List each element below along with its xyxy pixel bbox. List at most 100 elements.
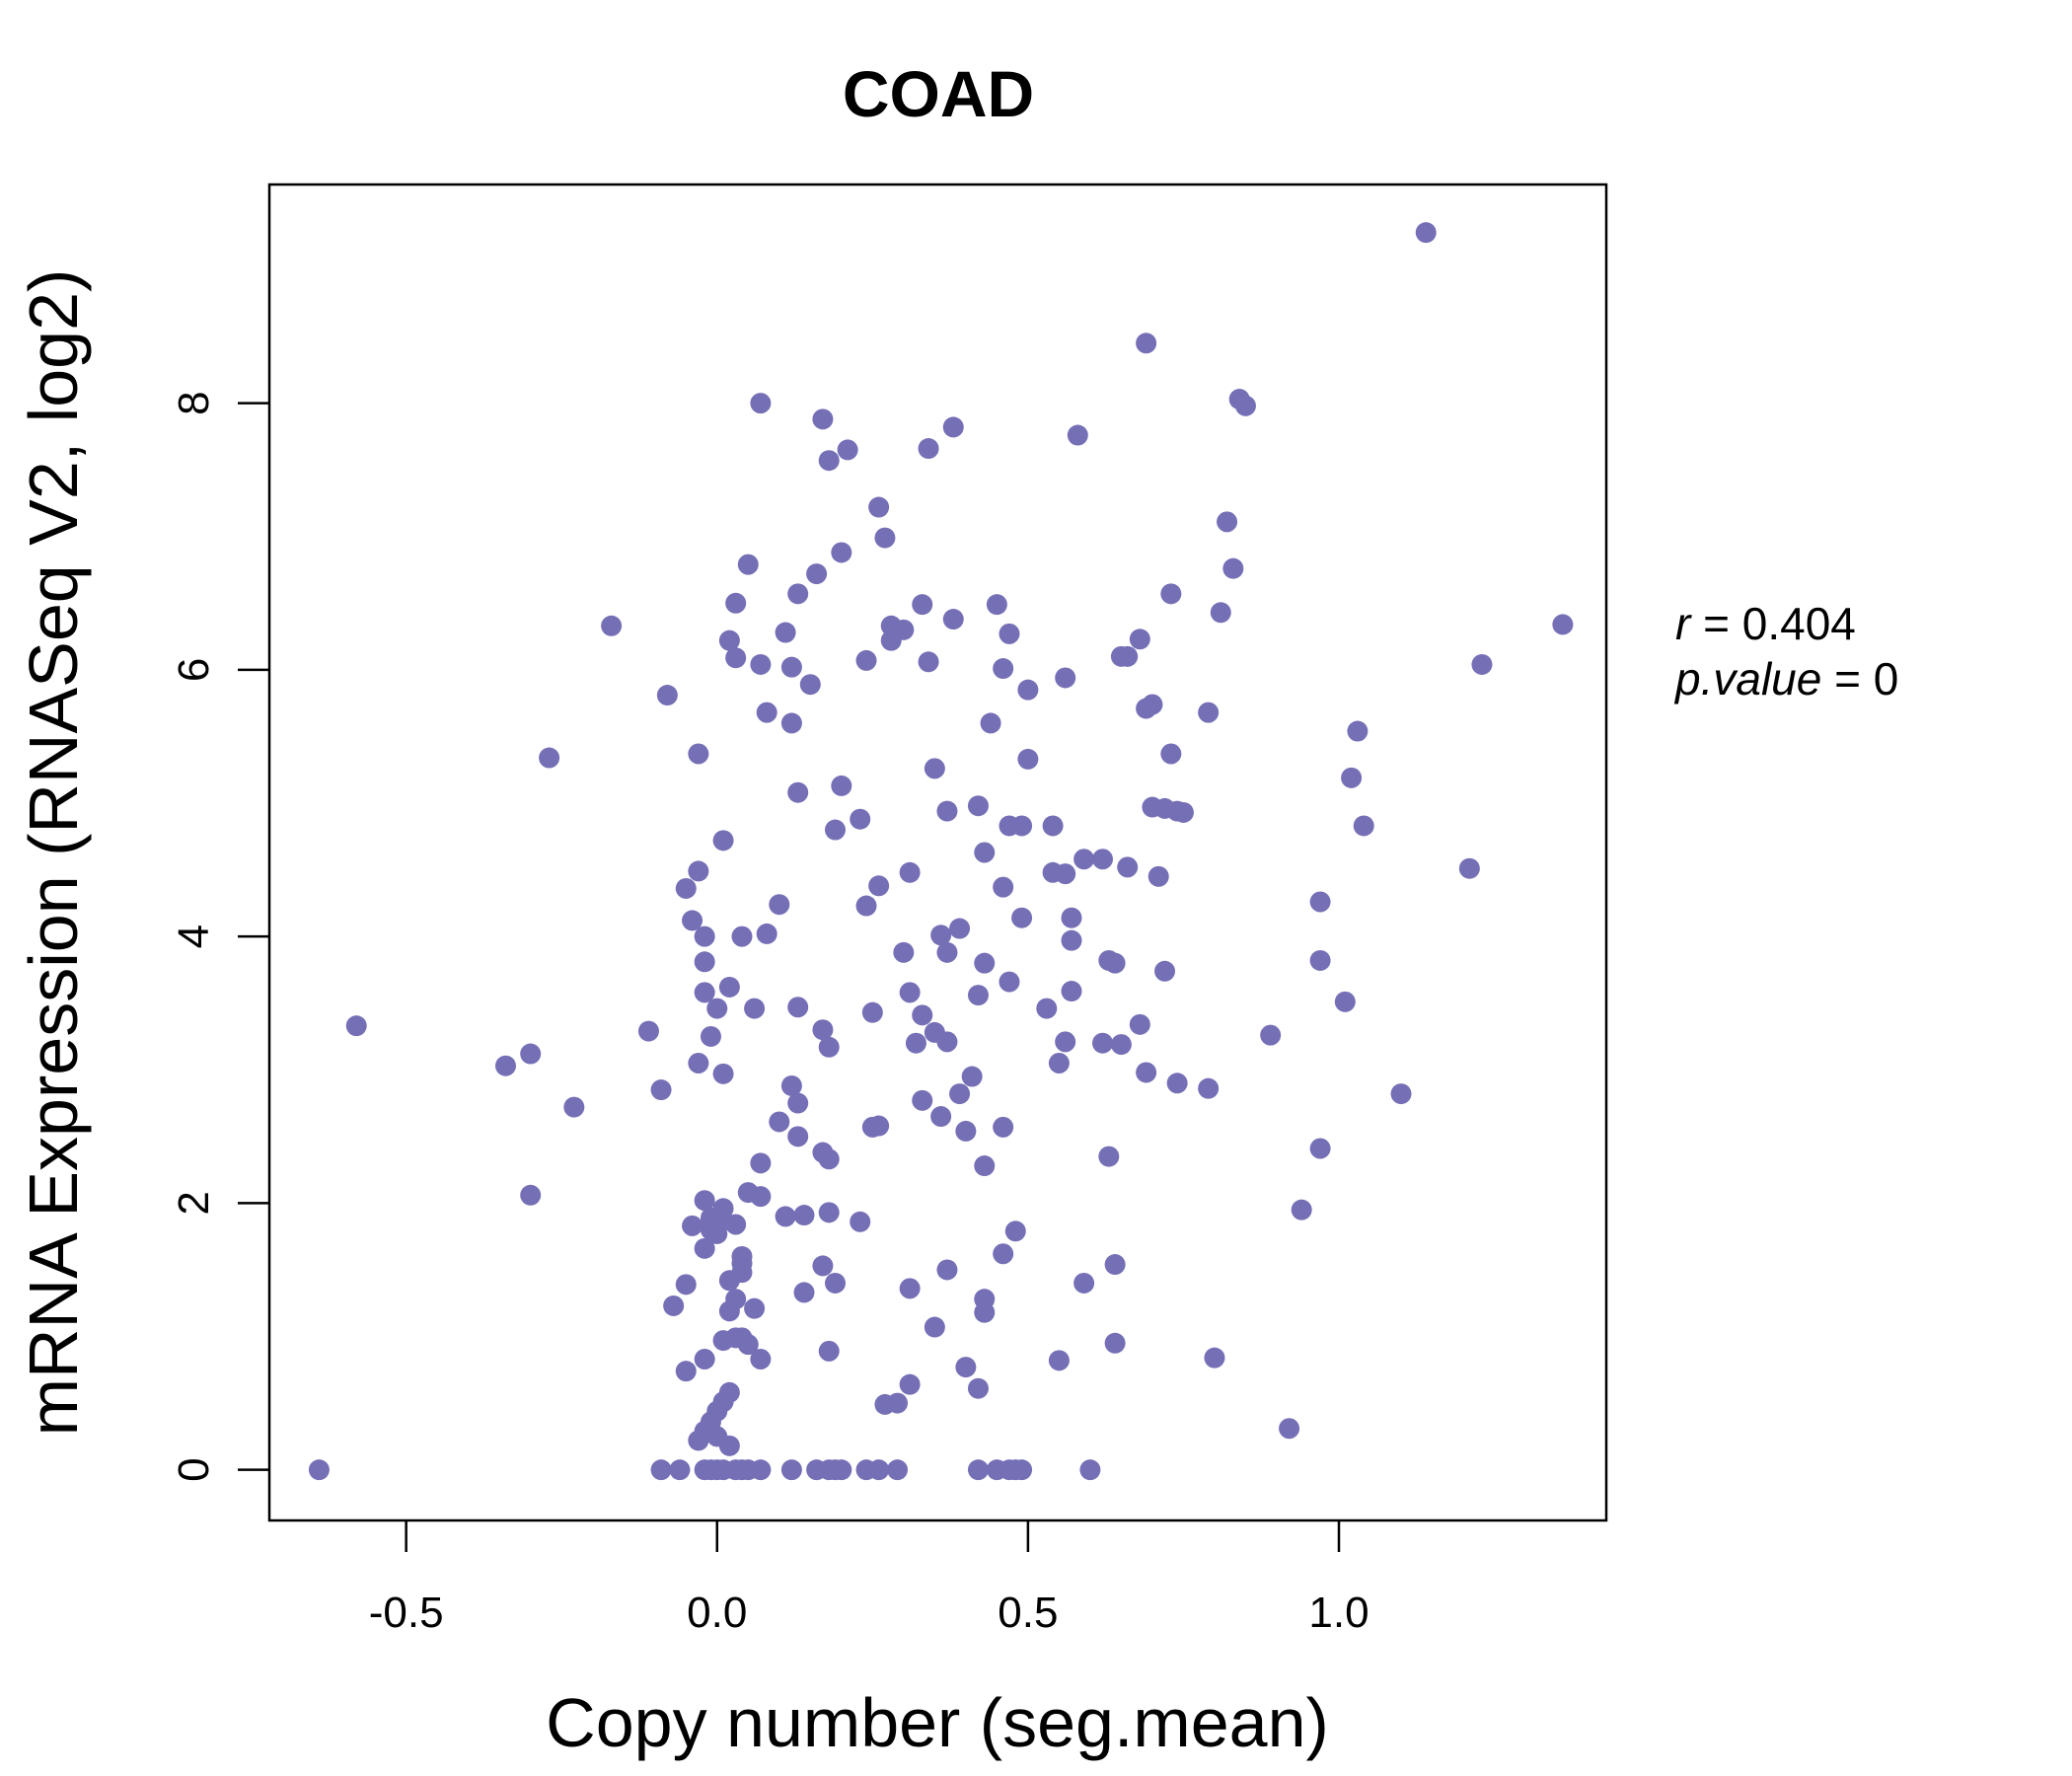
data-point: [1110, 1034, 1132, 1056]
data-point: [1136, 333, 1157, 354]
data-point: [980, 712, 1001, 734]
data-point: [700, 1025, 721, 1047]
data-point: [1004, 1221, 1026, 1242]
p-value: 0: [1874, 653, 1899, 704]
data-point: [1341, 767, 1363, 788]
data-point: [718, 629, 740, 651]
data-point: [539, 747, 560, 769]
data-point: [1415, 222, 1437, 244]
data-point: [930, 1106, 952, 1128]
data-point: [1036, 998, 1058, 1019]
data-point: [1172, 801, 1194, 823]
data-point: [949, 918, 971, 939]
data-point: [1017, 679, 1039, 701]
data-point: [675, 1361, 697, 1382]
data-point: [1073, 1272, 1095, 1294]
data-point: [694, 982, 715, 1003]
data-point: [818, 1036, 840, 1058]
data-point: [1142, 694, 1163, 715]
data-point: [682, 910, 703, 931]
data-point: [1092, 1032, 1114, 1054]
data-point: [787, 1092, 809, 1114]
data-point: [1079, 1459, 1101, 1481]
data-point: [688, 743, 709, 765]
data-point: [682, 1215, 703, 1236]
data-point: [1309, 891, 1331, 913]
y-axis-label: mRNA Expression (RNASeq V2, log2): [15, 269, 92, 1437]
x-tick-label: 0.0: [687, 1589, 747, 1637]
data-point: [812, 408, 834, 430]
data-point: [1048, 1053, 1070, 1074]
data-point: [775, 1206, 796, 1227]
data-point: [993, 658, 1014, 680]
data-point: [949, 1083, 971, 1105]
data-point: [818, 1148, 840, 1170]
data-point: [825, 819, 847, 841]
data-point: [563, 1096, 585, 1118]
data-point: [1017, 748, 1039, 770]
data-point: [688, 1053, 709, 1074]
data-point: [936, 800, 958, 822]
data-point: [1011, 907, 1033, 928]
data-point: [1458, 857, 1480, 879]
data-point: [942, 416, 964, 438]
data-point: [818, 1202, 840, 1223]
data-point: [887, 1459, 909, 1481]
x-tick-label: 1.0: [1308, 1589, 1369, 1637]
data-point: [663, 1295, 685, 1316]
data-point: [1055, 863, 1076, 885]
data-point: [887, 1392, 909, 1414]
data-point: [955, 1357, 977, 1378]
data-point: [955, 1120, 977, 1142]
y-axis: 0 2 4 6 8: [170, 391, 269, 1482]
data-point: [967, 795, 989, 817]
data-point: [1055, 667, 1076, 689]
data-point: [936, 1259, 958, 1281]
data-point: [712, 830, 734, 851]
data-point: [494, 1055, 516, 1076]
data-point: [694, 925, 715, 947]
data-point: [787, 1126, 809, 1147]
data-point: [1048, 1350, 1070, 1371]
data-point: [861, 1001, 883, 1023]
data-point: [520, 1184, 542, 1206]
data-point: [675, 1274, 697, 1295]
data-point: [1210, 602, 1231, 624]
statistics-annotation: r = 0.404 p.value = 0: [1673, 598, 1898, 704]
data-point: [993, 1116, 1014, 1138]
data-point: [974, 1155, 996, 1177]
data-point: [731, 925, 753, 947]
data-point: [868, 496, 890, 518]
data-point: [1309, 949, 1331, 971]
y-tick-label: 6: [170, 658, 218, 682]
r-label: r: [1675, 598, 1692, 649]
data-point: [1061, 929, 1082, 951]
data-point: [756, 702, 777, 723]
data-point: [656, 685, 678, 706]
data-point: [780, 1074, 802, 1096]
data-point: [694, 951, 715, 973]
data-point: [1390, 1083, 1412, 1105]
data-point: [1055, 1031, 1076, 1053]
data-point: [912, 594, 933, 616]
data-point: [1011, 815, 1033, 837]
data-point: [787, 781, 809, 803]
data-point: [712, 1063, 734, 1084]
data-point: [986, 594, 1007, 616]
data-point: [936, 1031, 958, 1053]
y-tick-label: 4: [170, 925, 218, 948]
data-point: [924, 758, 945, 779]
data-point: [601, 615, 623, 636]
data-point: [1217, 511, 1238, 533]
data-point: [793, 1205, 815, 1226]
data-point: [918, 651, 939, 673]
data-point: [1147, 865, 1169, 887]
data-point: [650, 1079, 672, 1101]
data-point: [1098, 1146, 1120, 1167]
data-point: [1092, 849, 1114, 870]
data-point: [1104, 1332, 1126, 1354]
data-point: [1104, 952, 1126, 974]
data-point: [974, 1301, 996, 1323]
x-axis: -0.5 0.0 0.5 1.0: [369, 1520, 1369, 1637]
data-point: [1061, 907, 1082, 928]
